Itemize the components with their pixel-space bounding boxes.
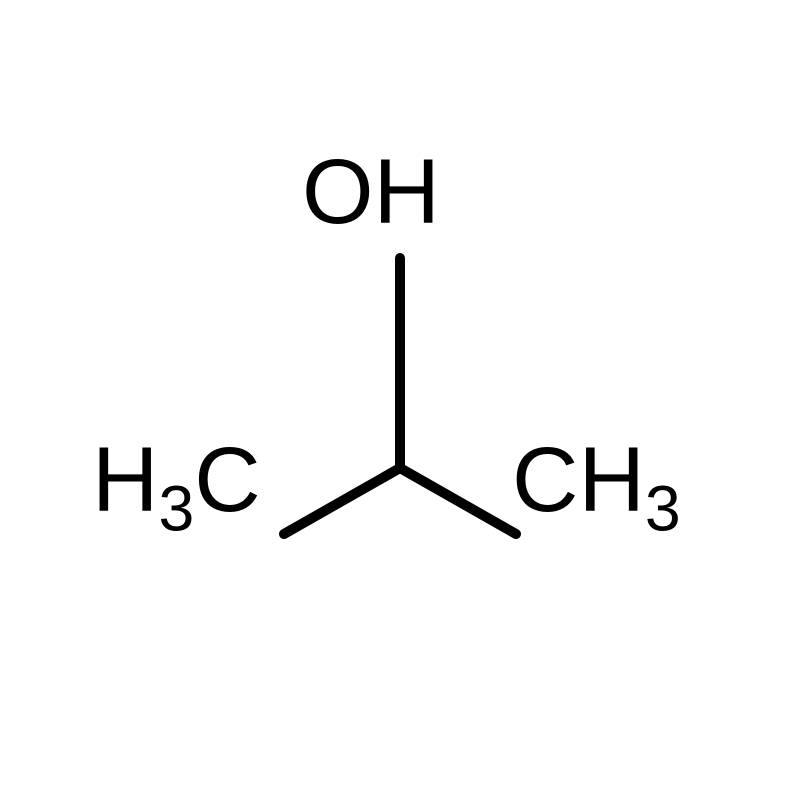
- bond-lines: [0, 0, 800, 800]
- atom-ch3-left-h: H: [92, 429, 158, 531]
- atom-oh: OH: [302, 140, 440, 245]
- bond-c-ch3-left: [284, 468, 400, 534]
- atom-ch3-left: H3C: [92, 428, 261, 533]
- atom-ch3-left-c: C: [194, 429, 260, 531]
- atom-ch3-right-sub: 3: [645, 472, 681, 544]
- atom-ch3-right: CH3: [512, 428, 681, 533]
- chemical-structure-canvas: OH H3C CH3: [0, 0, 800, 800]
- bond-c-ch3-right: [400, 468, 516, 534]
- atom-ch3-left-sub: 3: [158, 472, 194, 544]
- atom-ch3-right-ch: CH: [512, 429, 645, 531]
- atom-oh-text: OH: [302, 141, 440, 243]
